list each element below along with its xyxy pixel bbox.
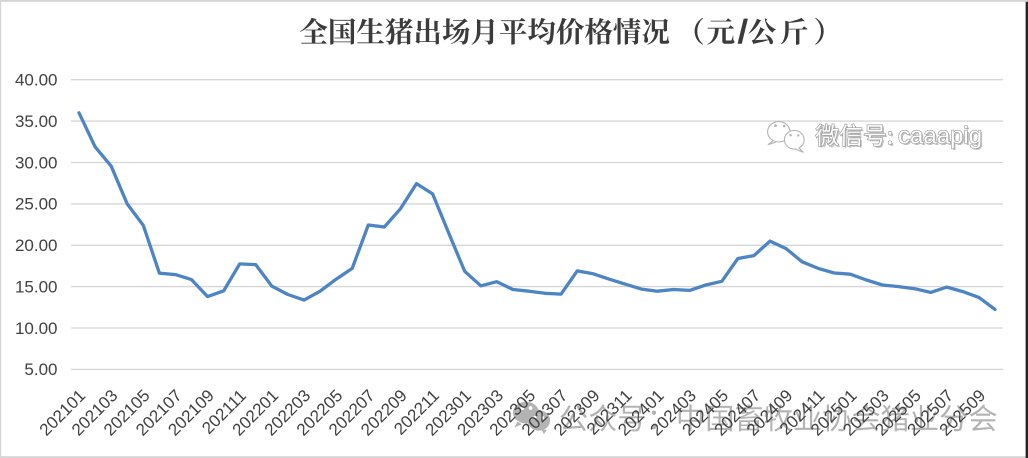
svg-text:caaapig: caaapig: [900, 124, 984, 151]
svg-text:30.00: 30.00: [15, 153, 58, 172]
svg-text:15.00: 15.00: [15, 277, 58, 296]
svg-text:20.00: 20.00: [15, 236, 58, 255]
svg-text:25.00: 25.00: [15, 195, 58, 214]
svg-text:caaapig: caaapig: [898, 123, 982, 150]
svg-text:5.00: 5.00: [24, 360, 57, 379]
svg-text:35.00: 35.00: [15, 112, 58, 131]
svg-text:40.00: 40.00: [15, 71, 58, 90]
svg-text:10.00: 10.00: [15, 319, 58, 338]
